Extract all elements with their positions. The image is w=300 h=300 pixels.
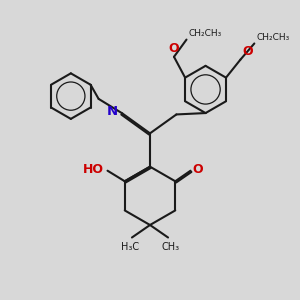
Text: CH₂CH₃: CH₂CH₃ (256, 33, 290, 42)
Text: H₃C: H₃C (121, 242, 139, 252)
Text: CH₃: CH₃ (161, 242, 179, 252)
Text: O: O (193, 163, 203, 176)
Text: O: O (243, 45, 253, 58)
Text: CH₂CH₃: CH₂CH₃ (189, 29, 222, 38)
Text: N: N (107, 105, 118, 118)
Text: HO: HO (83, 163, 104, 176)
Text: O: O (169, 42, 179, 56)
